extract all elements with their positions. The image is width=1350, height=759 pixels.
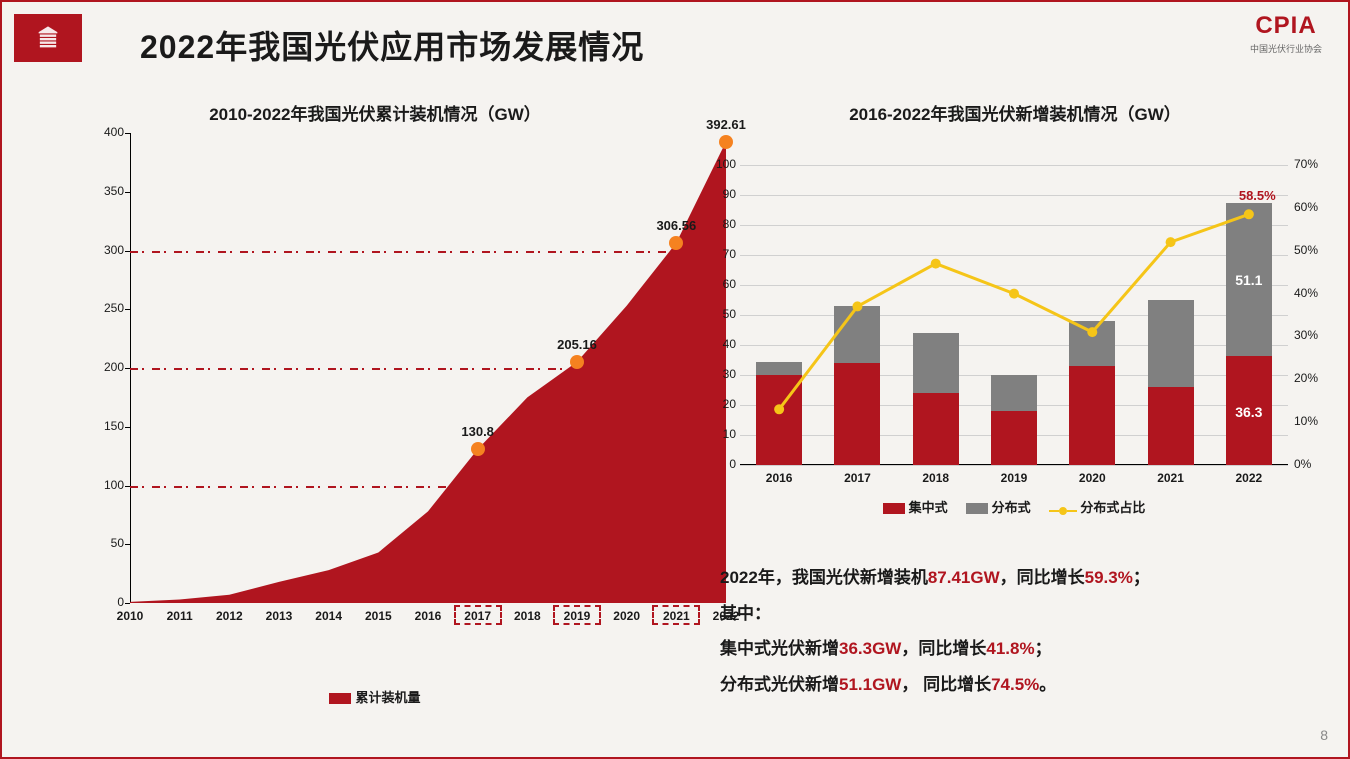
cap-3a: 集中式光伏新增 bbox=[720, 639, 839, 658]
cap-3d: 41.8% bbox=[986, 639, 1034, 658]
solar-panel-icon bbox=[34, 24, 62, 52]
x-tick: 2016 bbox=[755, 471, 803, 485]
year-highlight-box bbox=[652, 605, 700, 625]
line-callout: 58.5% bbox=[1239, 188, 1276, 203]
x-tick: 2017 bbox=[833, 471, 881, 485]
legend-line: 分布式占比 bbox=[1080, 500, 1145, 515]
y-tick-right: 50% bbox=[1294, 243, 1318, 257]
y-tick-left: 100 bbox=[708, 157, 736, 171]
cap-1c: ，同比增长 bbox=[1000, 568, 1085, 587]
x-tick: 2014 bbox=[309, 609, 349, 623]
x-tick: 2015 bbox=[358, 609, 398, 623]
left-chart-legend: 累计装机量 bbox=[50, 687, 700, 706]
marker-dot bbox=[570, 355, 584, 369]
cap-4e: 。 bbox=[1039, 675, 1056, 694]
x-tick: 2018 bbox=[507, 609, 547, 623]
x-tick: 2019 bbox=[990, 471, 1038, 485]
x-tick: 2022 bbox=[1225, 471, 1273, 485]
marker-label: 306.56 bbox=[656, 218, 696, 233]
legend-distributed: 分布式 bbox=[992, 500, 1031, 515]
legend-centralized: 集中式 bbox=[909, 500, 948, 515]
y-tick-left: 30 bbox=[708, 367, 736, 381]
y-tick-right: 60% bbox=[1294, 200, 1318, 214]
left-chart-plot: 0501001502002503003504002010201120122013… bbox=[130, 133, 726, 603]
y-tick-right: 20% bbox=[1294, 371, 1318, 385]
x-tick: 2012 bbox=[209, 609, 249, 623]
y-tick: 200 bbox=[90, 360, 124, 374]
marker-label: 205.16 bbox=[557, 337, 597, 352]
cap-3c: ，同比增长 bbox=[901, 639, 986, 658]
year-highlight-box bbox=[454, 605, 502, 625]
cap-3b: 36.3GW bbox=[839, 639, 901, 658]
cap-1b: 87.41GW bbox=[928, 568, 1000, 587]
x-tick: 2016 bbox=[408, 609, 448, 623]
y-tick-left: 50 bbox=[708, 307, 736, 321]
x-tick: 2020 bbox=[1068, 471, 1116, 485]
x-tick: 2020 bbox=[607, 609, 647, 623]
logo-text: CPIA bbox=[1250, 12, 1322, 40]
y-tick: 400 bbox=[90, 125, 124, 139]
cap-1a: 2022年，我国光伏新增装机 bbox=[720, 568, 928, 587]
accent-icon-box bbox=[14, 14, 82, 62]
marker-label: 130.8 bbox=[461, 424, 494, 439]
y-tick: 100 bbox=[90, 478, 124, 492]
x-tick: 2018 bbox=[912, 471, 960, 485]
y-tick-left: 80 bbox=[708, 217, 736, 231]
x-tick: 2021 bbox=[1147, 471, 1195, 485]
cap-1e: ； bbox=[1133, 568, 1150, 587]
page-title: 2022年我国光伏应用市场发展情况 bbox=[140, 22, 644, 68]
cap-4b: 51.1GW bbox=[839, 675, 901, 694]
x-tick: 2010 bbox=[110, 609, 150, 623]
right-chart-legend: 集中式 分布式 分布式占比 bbox=[740, 497, 1288, 516]
cap-4d: 74.5% bbox=[991, 675, 1039, 694]
right-chart-plot: 01020304050607080901000%10%20%30%40%50%6… bbox=[740, 165, 1288, 465]
y-tick-right: 40% bbox=[1294, 286, 1318, 300]
y-tick-left: 10 bbox=[708, 427, 736, 441]
caption-block: 2022年，我国光伏新增装机87.41GW，同比增长59.3%； 其中： 集中式… bbox=[720, 560, 1300, 703]
left-chart-title: 2010-2022年我国光伏累计装机情况（GW） bbox=[50, 100, 700, 125]
x-tick: 2011 bbox=[160, 609, 200, 623]
y-tick-right: 70% bbox=[1294, 157, 1318, 171]
logo-subtitle: 中国光伏行业协会 bbox=[1250, 42, 1322, 55]
x-tick: 2013 bbox=[259, 609, 299, 623]
page-number: 8 bbox=[1320, 727, 1328, 743]
y-tick-right: 0% bbox=[1294, 457, 1311, 471]
logo: CPIA 中国光伏行业协会 bbox=[1250, 12, 1322, 55]
cap-1d: 59.3% bbox=[1085, 568, 1133, 587]
y-tick-left: 0 bbox=[708, 457, 736, 471]
y-tick-left: 20 bbox=[708, 397, 736, 411]
y-tick-left: 60 bbox=[708, 277, 736, 291]
marker-dot bbox=[471, 442, 485, 456]
y-tick-right: 10% bbox=[1294, 414, 1318, 428]
y-tick: 150 bbox=[90, 419, 124, 433]
year-highlight-box bbox=[553, 605, 601, 625]
y-tick: 0 bbox=[90, 595, 124, 609]
y-tick: 350 bbox=[90, 184, 124, 198]
y-tick-left: 40 bbox=[708, 337, 736, 351]
y-tick: 250 bbox=[90, 301, 124, 315]
y-tick: 50 bbox=[90, 536, 124, 550]
cap-4c: ， 同比增长 bbox=[901, 675, 991, 694]
y-tick: 300 bbox=[90, 243, 124, 257]
right-chart: 2016-2022年我国光伏新增装机情况（GW） 010203040506070… bbox=[710, 100, 1320, 465]
right-chart-title: 2016-2022年我国光伏新增装机情况（GW） bbox=[710, 100, 1320, 125]
cap-3e: ； bbox=[1035, 639, 1052, 658]
left-chart: 2010-2022年我国光伏累计装机情况（GW） 0 50 100 150 200 250… bbox=[50, 100, 700, 652]
marker-dot bbox=[669, 236, 683, 250]
y-tick-left: 90 bbox=[708, 187, 736, 201]
y-tick-right: 30% bbox=[1294, 328, 1318, 342]
cap-2: 其中： bbox=[720, 604, 771, 623]
left-legend-label: 累计装机量 bbox=[355, 690, 420, 705]
y-tick-left: 70 bbox=[708, 247, 736, 261]
cap-4a: 分布式光伏新增 bbox=[720, 675, 839, 694]
